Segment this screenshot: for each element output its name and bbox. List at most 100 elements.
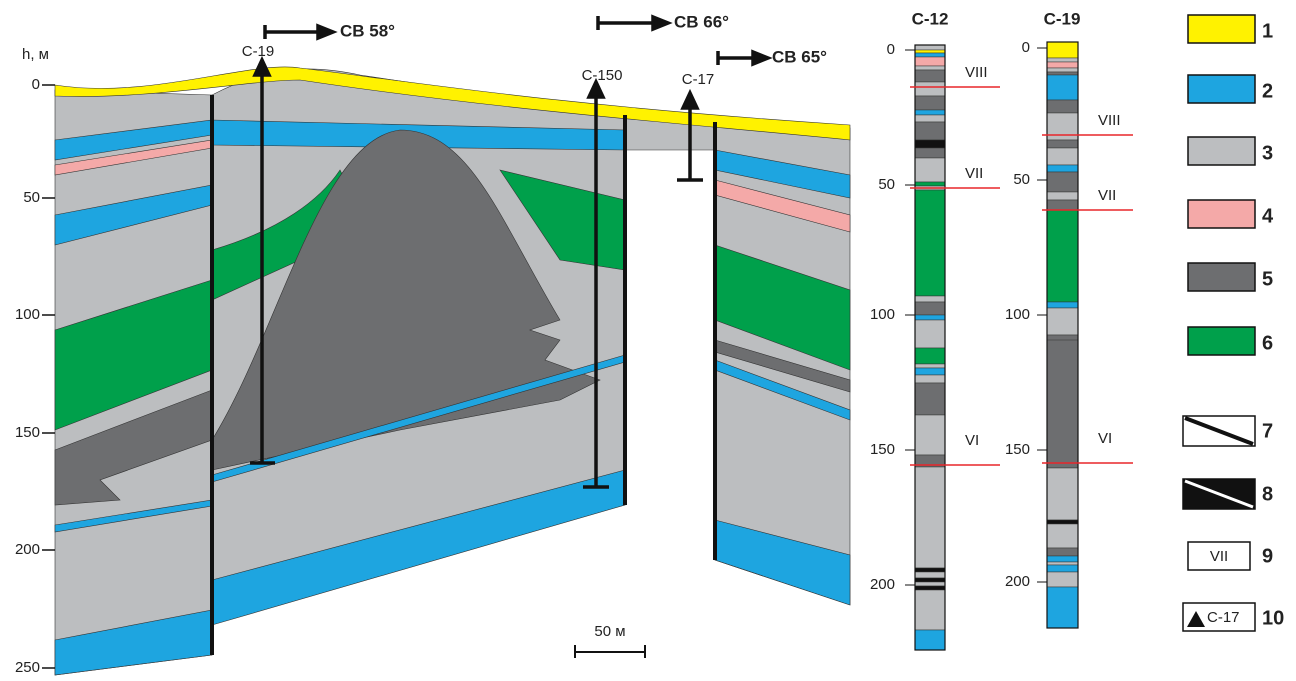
column-layer [1046, 171, 1079, 193]
tick-label: 100 [870, 306, 895, 323]
column-layer [914, 577, 946, 583]
horizon-label: VIII [1098, 112, 1121, 129]
column-layer [914, 301, 946, 316]
tick-label: 150 [1005, 441, 1030, 458]
legend-swatch [1187, 74, 1256, 104]
column-layer [1046, 139, 1079, 149]
column-layer [914, 181, 946, 187]
column-layer [914, 69, 946, 83]
column-layer [914, 571, 946, 579]
legend-sample: С-17 [1207, 609, 1240, 626]
column-layer [914, 363, 946, 369]
column-layer [1046, 301, 1079, 309]
column-layer [1046, 147, 1079, 166]
column-title: С-12 [912, 9, 949, 28]
legend-line [1184, 479, 1254, 509]
column-layer [914, 585, 946, 591]
legend-number: 6 [1262, 332, 1273, 354]
horizon-label: VII [965, 165, 983, 182]
column-layer [1046, 71, 1079, 76]
column-layer [1046, 586, 1079, 629]
horizon-label: VII [1098, 187, 1116, 204]
y-tick-label: 150 [15, 424, 40, 441]
horizon-label: VI [1098, 430, 1112, 447]
column-layer [914, 147, 946, 159]
tick-label: 150 [870, 441, 895, 458]
column-layer [914, 49, 946, 54]
column-layer [1046, 547, 1079, 557]
column-layer [914, 121, 946, 141]
column-layer [914, 347, 946, 365]
azimuth: СВ 65° [772, 47, 827, 66]
column-layer [1046, 339, 1079, 469]
column-layer [914, 367, 946, 376]
column-layer [1046, 67, 1079, 73]
y-tick-label: 0 [32, 76, 40, 93]
column-outline [1046, 41, 1079, 629]
column-layer [1046, 164, 1079, 173]
legend-number: 5 [1262, 268, 1273, 290]
legend-swatch [1187, 541, 1251, 571]
legend-triangle [1187, 611, 1205, 627]
column-layer [1046, 61, 1079, 69]
well-label: С-17 [682, 71, 715, 88]
column-layer [914, 314, 946, 321]
legend-swatch [1187, 199, 1256, 229]
column-layer [1046, 99, 1079, 114]
legend-line [1184, 416, 1254, 446]
column-outline [914, 44, 946, 651]
legend-number: 3 [1262, 142, 1273, 164]
tick-label: 100 [1005, 306, 1030, 323]
column-layer [914, 56, 946, 67]
column-layer [914, 382, 946, 416]
column-layer [914, 81, 946, 97]
column-layer [1046, 209, 1079, 303]
column-layer [914, 44, 946, 51]
legend-swatch [1187, 326, 1256, 356]
column-layer [1046, 571, 1079, 588]
column-layer [914, 581, 946, 587]
column-layer [914, 295, 946, 303]
column-layer [1046, 199, 1079, 211]
column-layer [914, 65, 946, 71]
tick-label: 0 [887, 41, 895, 58]
horizon-label: VI [965, 432, 979, 449]
column-layer [1046, 555, 1079, 563]
well-label: С-150 [582, 67, 623, 84]
column-layer [914, 109, 946, 116]
column-layer [914, 52, 946, 58]
azimuth: СВ 66° [674, 12, 729, 31]
column-layer [1046, 523, 1079, 549]
legend-number: 7 [1262, 420, 1273, 442]
column-layer [1046, 57, 1079, 63]
column-layer [914, 157, 946, 183]
azimuth: СВ 58° [340, 21, 395, 40]
column-layer [914, 589, 946, 631]
column-layer [1046, 564, 1079, 573]
column-layer [914, 567, 946, 573]
column-layer [914, 114, 946, 123]
wells [250, 14, 773, 658]
column-layer [1046, 41, 1079, 59]
column-layer [1046, 467, 1079, 521]
column-layer [1046, 112, 1079, 141]
faults [210, 95, 717, 655]
column-layer [914, 374, 946, 384]
legend-number: 2 [1262, 80, 1273, 102]
tick-label: 200 [870, 576, 895, 593]
column-layer [914, 319, 946, 349]
column-layer [914, 466, 946, 569]
column-layer [914, 414, 946, 456]
legend-swatch [1187, 262, 1256, 292]
column-layer [914, 629, 946, 651]
well-label: С-19 [242, 43, 275, 60]
column-layer [914, 95, 946, 111]
legend-number: 10 [1262, 607, 1284, 629]
y-tick-label: 50 [23, 189, 40, 206]
tick-label: 200 [1005, 573, 1030, 590]
legend-number: 1 [1262, 20, 1273, 42]
y-tick-label: 100 [15, 306, 40, 323]
horizon-label: VIII [965, 64, 988, 81]
y-axis-ticks [42, 84, 55, 669]
